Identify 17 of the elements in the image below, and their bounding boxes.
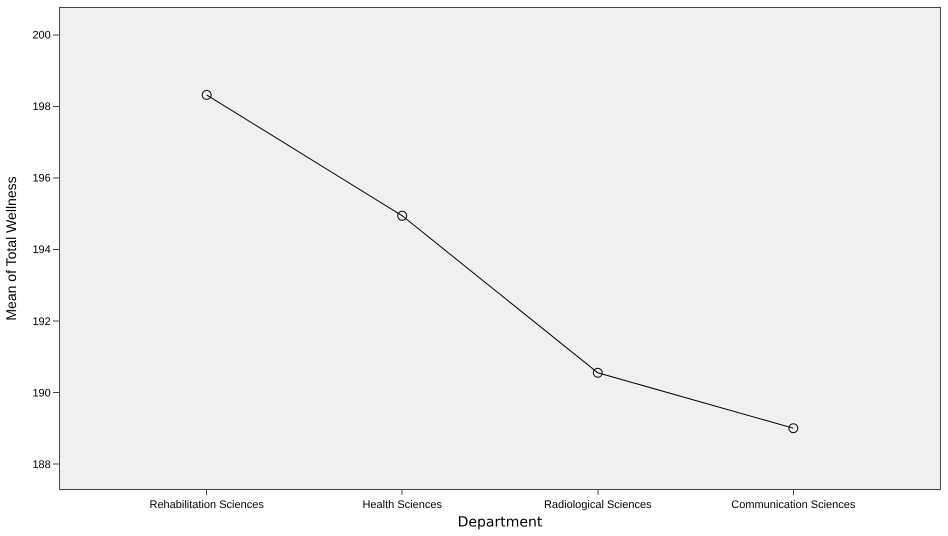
x-tick-label: Communication Sciences — [731, 499, 856, 512]
y-tick-label: 192 — [32, 316, 51, 328]
x-tick-label: Health Sciences — [362, 499, 442, 512]
y-tick-label: 190 — [32, 387, 51, 400]
point — [592, 368, 603, 378]
point — [397, 210, 408, 221]
y-tick-label: 188 — [32, 458, 51, 471]
y-tick-label: 196 — [32, 172, 51, 185]
y-tick-label: 194 — [32, 244, 51, 256]
y-tick-label: 198 — [32, 101, 51, 114]
point — [788, 423, 798, 434]
x-tick-label: Rehabilitation Sciences — [149, 499, 264, 512]
y-tick-label: 200 — [32, 30, 51, 42]
point — [202, 90, 212, 100]
y-axis-title: Mean of Total Wellness — [3, 176, 20, 321]
x-tick-label: Radiological Sciences — [544, 499, 652, 512]
x-axis-title: Department — [458, 514, 543, 530]
